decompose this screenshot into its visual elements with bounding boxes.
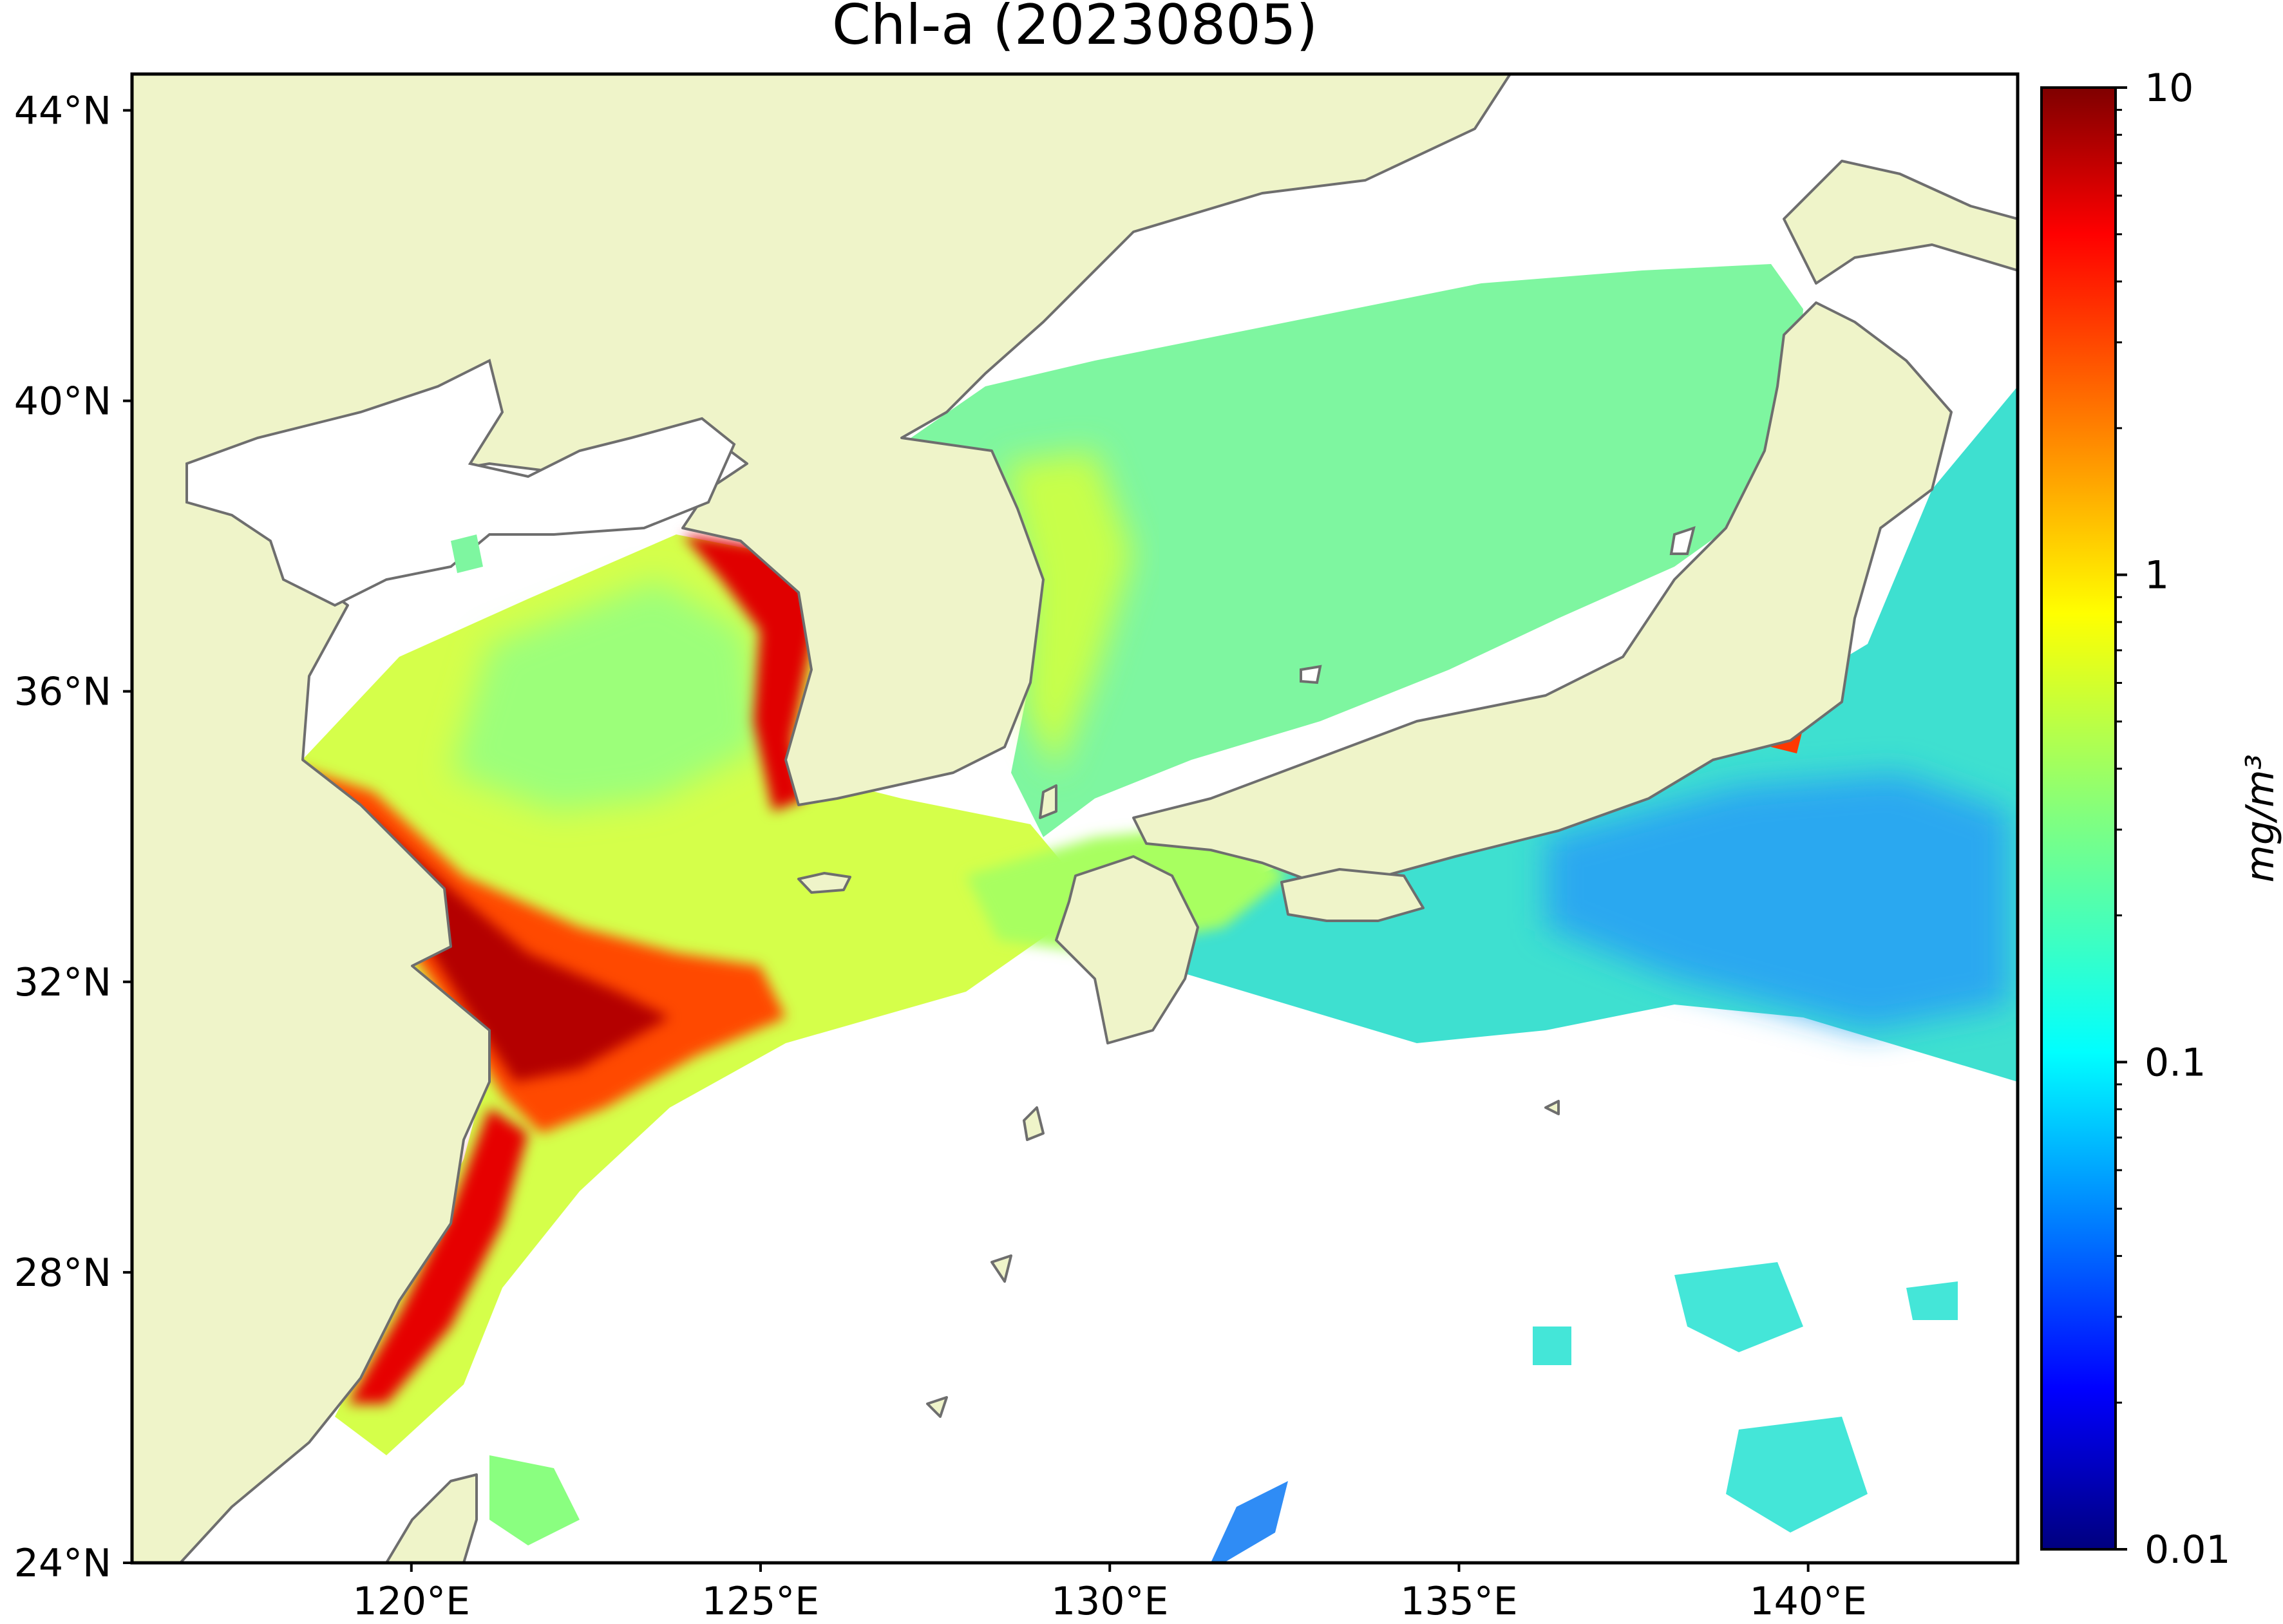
chl-east-sea-yellow	[1005, 451, 1133, 773]
japan-lakes	[1300, 525, 1696, 685]
colorbar-ticks: 10 1 0.1 0.01	[2116, 66, 2231, 1572]
chl-changjiang-plume	[296, 766, 786, 1133]
lon-tick-label: 130°E	[1051, 1579, 1168, 1624]
land-kyushu	[1055, 855, 1199, 1044]
lon-tick-label: 135°E	[1400, 1579, 1517, 1624]
lat-tick-label: 40°N	[14, 379, 111, 424]
colorbar-tick-label: 10	[2145, 66, 2193, 111]
chl-taiwan-strait	[489, 1455, 580, 1545]
chart-title: Chl-a (20230805)	[832, 0, 1318, 57]
chl-south-patches	[1533, 1262, 1958, 1533]
bohai-chl-patch	[451, 534, 483, 573]
lat-tick-label: 24°N	[14, 1541, 111, 1586]
chl-korea-westcoast	[683, 534, 824, 811]
lon-tick-label: 125°E	[702, 1579, 819, 1624]
map-panel	[132, 74, 2018, 1563]
chl-east-sea	[902, 264, 1803, 837]
colorbar-tick-label: 0.01	[2145, 1527, 2231, 1572]
chl-plume-core	[361, 811, 670, 1082]
longitude-axis: 120°E 125°E 130°E 135°E 140°E	[353, 1563, 1867, 1624]
land-shikoku	[1280, 868, 1425, 922]
lon-tick-label: 140°E	[1749, 1579, 1866, 1624]
lat-tick-label: 36°N	[14, 670, 111, 715]
lat-tick-label: 44°N	[14, 88, 111, 133]
chl-yellow-sea-green	[451, 580, 760, 811]
colorbar-label: mg/m³	[2238, 754, 2283, 882]
chlorophyll-field	[296, 264, 2018, 1563]
chl-south-blue-streak	[1211, 1481, 1288, 1563]
colorbar-gradient	[2041, 88, 2116, 1549]
land-hokkaido	[1783, 160, 2018, 285]
land-taiwan	[385, 1473, 478, 1563]
inner-seas	[185, 359, 1696, 685]
bohai-sea	[185, 359, 736, 607]
lat-tick-label: 28°N	[14, 1251, 111, 1296]
land-jeju	[797, 872, 851, 894]
land-islands	[926, 784, 1560, 1418]
map-frame	[130, 72, 2020, 1565]
lon-tick-label: 120°E	[353, 1579, 470, 1624]
colorbar-tick-label: 1	[2145, 553, 2169, 598]
chl-pacific-blue	[1546, 773, 2009, 1030]
colorbar-frame	[2040, 86, 2117, 1551]
latitude-axis: 44°N 40°N 36°N 32°N 28°N 24°N	[14, 88, 132, 1586]
colorbar: 10 1 0.1 0.01 mg/m³	[2040, 66, 2283, 1572]
colorbar-tick-label: 0.1	[2145, 1040, 2206, 1085]
lat-tick-label: 32°N	[14, 960, 111, 1005]
chl-china-coast	[348, 1108, 528, 1404]
